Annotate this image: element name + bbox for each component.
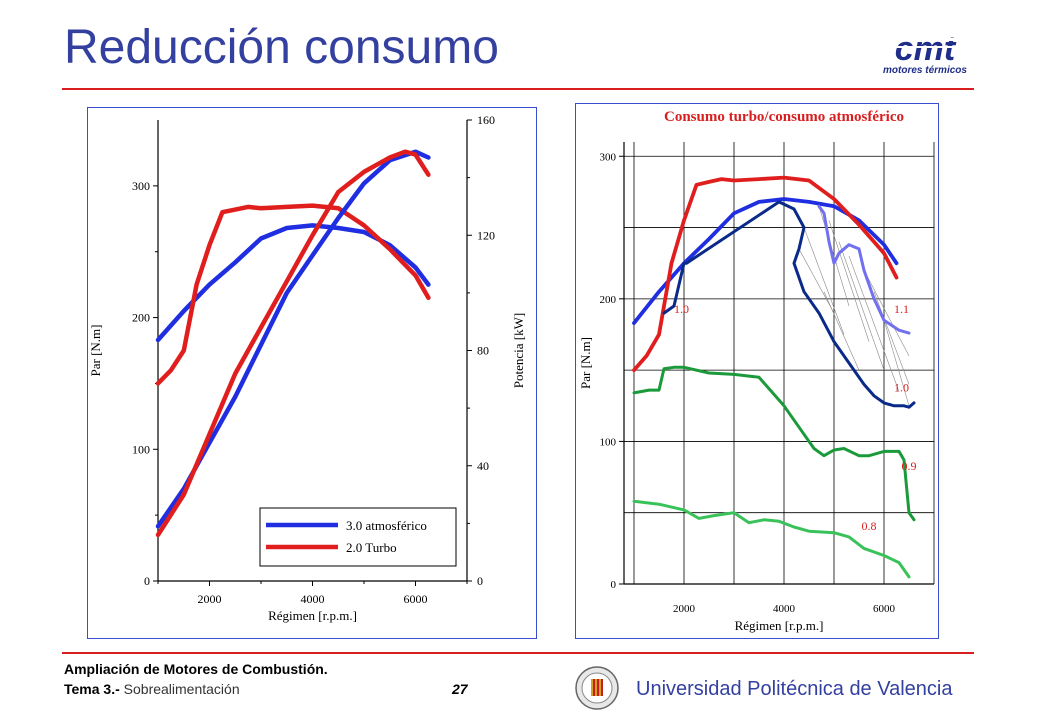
footer-topic-name: Sobrealimentación	[119, 681, 240, 697]
contour-label: 0.8	[862, 519, 877, 533]
hatch-line	[848, 255, 900, 392]
consumption-ratio-chart-panel: Consumo turbo/consumo atmosférico 0 100 200…	[575, 103, 939, 639]
contour-label: 1.1	[894, 302, 909, 316]
series-line-1	[632, 197, 899, 325]
x-axis-label: Régimen [r.p.m.]	[268, 608, 357, 623]
torque-power-chart-panel: 0 100 200 300 0 40 80 120 160 2000 4000 6000 Régimen…	[87, 107, 537, 639]
x-tick-label: 6000	[873, 603, 896, 615]
series-line-4	[817, 204, 911, 335]
university-name: Universidad Politécnica de Valencia	[636, 678, 953, 700]
bottom-divider	[62, 652, 974, 654]
y-tick-label: 200	[600, 294, 617, 306]
footer-course: Ampliación de Motores de Combustión.	[64, 661, 328, 677]
x-axis-label: Régimen [r.p.m.]	[735, 618, 824, 633]
hatch-line	[803, 227, 845, 335]
series-line-3	[662, 200, 916, 409]
y2-axis-label: Potencia [kW]	[511, 313, 526, 388]
university-seal-icon	[575, 666, 619, 710]
series-line-power-atmospheric	[155, 149, 431, 529]
y-tick-label: 100	[600, 436, 617, 448]
slide-title: Reducción consumo	[64, 21, 499, 74]
legend-box	[259, 507, 457, 567]
contour-label: 1.0	[894, 381, 909, 395]
chart-title: Consumo turbo/consumo atmosférico	[664, 109, 904, 125]
hatch-line	[823, 291, 860, 371]
hatch-line	[863, 270, 910, 357]
y2-tick-label: 0	[477, 574, 483, 588]
series-line-torque-atmospheric	[155, 223, 431, 343]
top-divider	[62, 88, 974, 90]
y2-tick-label: 40	[477, 459, 489, 473]
y-tick-label: 300	[600, 151, 617, 163]
hatch-line	[838, 241, 885, 371]
x-tick-label: 4000	[301, 592, 325, 606]
x-tick-label: 2000	[198, 592, 222, 606]
y-tick-label: 100	[132, 442, 150, 456]
y2-tick-label: 120	[477, 228, 495, 242]
series-line-torque-turbo	[155, 203, 431, 386]
y-tick-label: 0	[611, 579, 617, 591]
contour-label: 1.0	[674, 302, 689, 316]
y2-tick-label: 160	[477, 113, 495, 127]
legend-label: 3.0 atmosférico	[346, 518, 427, 533]
logo-text: cmt	[895, 30, 957, 68]
hatch-line	[818, 206, 850, 307]
y-tick-label: 300	[132, 179, 150, 193]
x-tick-label: 2000	[673, 603, 696, 615]
x-tick-label: 6000	[404, 592, 428, 606]
hatch-line	[883, 320, 910, 406]
series-line-5	[632, 365, 916, 522]
logo-subtext: motores térmicos	[883, 65, 967, 76]
y-tick-label: 0	[144, 574, 150, 588]
footer-topic-prefix: Tema 3.-	[64, 681, 120, 697]
x-tick-label: 4000	[773, 603, 796, 615]
hatch-line	[828, 220, 870, 342]
page-number: 27	[452, 681, 468, 697]
hatch-line	[798, 248, 835, 314]
hatch-line	[873, 291, 910, 385]
torque-power-chart: 0 100 200 300 0 40 80 120 160 2000 4000 6000 Régimen…	[88, 113, 526, 623]
footer-topic: Tema 3.- Sobrealimentación	[64, 681, 240, 697]
y-axis-label: Par [N.m]	[88, 325, 103, 377]
legend-label: 2.0 Turbo	[346, 540, 397, 555]
series-line-power-turbo	[155, 149, 431, 538]
cmt-logo: cmt motores térmicos	[883, 30, 968, 76]
consumption-ratio-chart: Consumo turbo/consumo atmosférico 0 100 200…	[578, 109, 935, 633]
series-line-6	[632, 499, 911, 579]
series-line-2	[632, 175, 899, 372]
y-axis-label: Par [N.m]	[578, 337, 593, 389]
contour-label: 0.9	[902, 459, 917, 473]
y2-tick-label: 80	[477, 344, 489, 358]
y-tick-label: 200	[132, 311, 150, 325]
